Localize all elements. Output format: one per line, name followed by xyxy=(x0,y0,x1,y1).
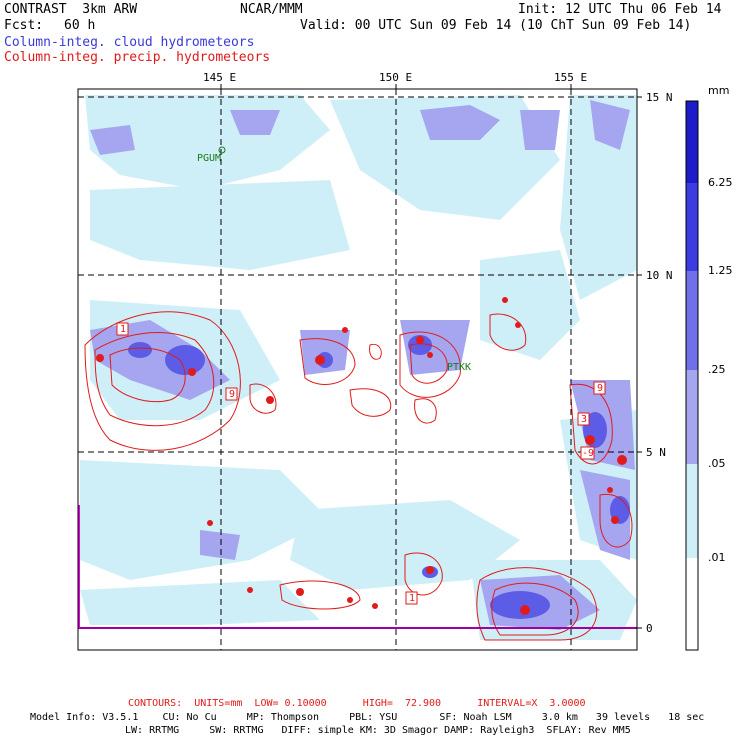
colorbar-label-0-05: .05 xyxy=(708,457,726,470)
box-label-2: 9 xyxy=(229,389,236,400)
field-precip-label: Column-integ. precip. hydrometeors xyxy=(4,50,271,65)
org-label: NCAR/MMM xyxy=(240,2,303,17)
lat-label-15n: 15 N xyxy=(646,91,673,104)
colorbar xyxy=(685,100,699,651)
precip-cores xyxy=(96,297,627,615)
tick-marks xyxy=(220,84,642,629)
precip-contours xyxy=(84,311,633,641)
box-label-4: 3 xyxy=(581,414,588,425)
lat-label-5n: 5 N xyxy=(646,446,666,459)
colorbar-unit: mm xyxy=(708,84,730,97)
model-info-line2: LW: RRTMG SW: RRTMG DIFF: simple KM: 3D … xyxy=(125,725,631,736)
box-label-6: 1 xyxy=(409,593,416,604)
lat-lon-grid xyxy=(78,89,637,650)
station-label-pgum: PGUM xyxy=(197,153,222,164)
colorbar-label-1-25: 1.25 xyxy=(708,264,733,277)
model-info-line1: Model Info: V3.5.1 CU: No Cu MP: Thompso… xyxy=(30,712,705,723)
station-marker-pgum xyxy=(218,146,226,154)
contours-info: CONTOURS: UNITS=mm LOW= 0.10000 HIGH= 72… xyxy=(128,698,586,709)
init-time: Init: 12 UTC Thu 06 Feb 14 xyxy=(518,2,722,17)
box-label-1: 1 xyxy=(120,324,127,335)
lon-label-150: 150 E xyxy=(379,71,413,84)
field-cloud-label: Column-integ. cloud hydrometeors xyxy=(4,35,255,50)
box-label-3: 9 xyxy=(597,383,604,394)
lat-label-10n: 10 N xyxy=(646,269,673,282)
station-label-ptkk: PTKK xyxy=(447,362,472,373)
colorbar-label-0-01: .01 xyxy=(708,551,726,564)
colorbar-label-0-25: .25 xyxy=(708,363,726,376)
forecast-label: Fcst: xyxy=(4,18,44,33)
lon-label-155: 155 E xyxy=(554,71,588,84)
forecast-hours: 60 h xyxy=(64,18,96,33)
model-title: CONTRAST 3km ARW xyxy=(4,2,138,17)
colorbar-label-6-25: 6.25 xyxy=(708,176,733,189)
valid-time: Valid: 00 UTC Sun 09 Feb 14 (10 ChT Sun … xyxy=(300,18,692,33)
lat-label-eq: 0 xyxy=(646,622,653,635)
lon-label-145: 145 E xyxy=(203,71,237,84)
map-frame xyxy=(77,88,638,651)
label-boxes xyxy=(116,322,606,605)
box-label-5: -9 xyxy=(582,448,595,459)
